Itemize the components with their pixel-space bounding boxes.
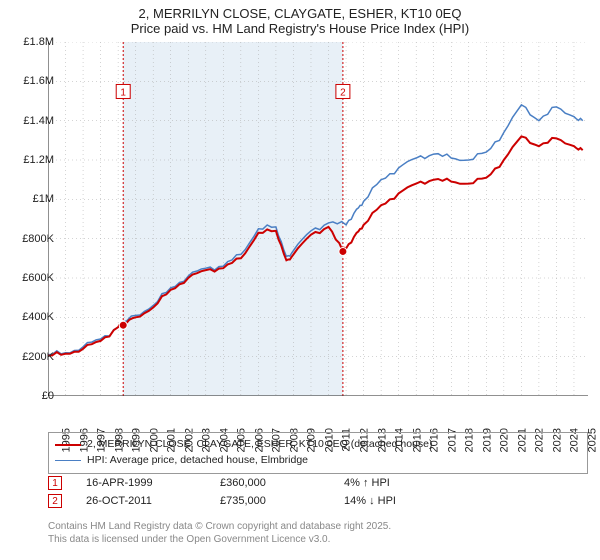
transaction-pct: 4% ↑ HPI — [344, 477, 484, 489]
transaction-marker-icon: 1 — [48, 476, 62, 490]
y-tick-label: £1.6M — [12, 75, 54, 87]
transaction-date: 16-APR-1999 — [86, 477, 196, 489]
legend-swatch — [55, 444, 81, 446]
legend-label: 2, MERRILYN CLOSE, CLAYGATE, ESHER, KT10… — [87, 437, 432, 453]
transaction-pct: 14% ↓ HPI — [344, 495, 484, 507]
title-line-2: Price paid vs. HM Land Registry's House … — [0, 21, 600, 36]
transaction-date: 26-OCT-2011 — [86, 495, 196, 507]
transaction-marker-icon: 2 — [48, 494, 62, 508]
legend-item: 2, MERRILYN CLOSE, CLAYGATE, ESHER, KT10… — [55, 437, 581, 453]
y-tick-label: £1M — [12, 193, 54, 205]
y-tick-label: £800K — [12, 233, 54, 245]
line-chart: 12 — [48, 42, 588, 396]
legend-label: HPI: Average price, detached house, Elmb… — [87, 453, 308, 469]
legend-item: HPI: Average price, detached house, Elmb… — [55, 453, 581, 469]
chart-area: 12 — [48, 42, 588, 396]
y-tick-label: £1.4M — [12, 115, 54, 127]
transactions-table: 1 16-APR-1999 £360,000 4% ↑ HPI 2 26-OCT… — [48, 474, 588, 510]
footnote-line-1: Contains HM Land Registry data © Crown c… — [48, 520, 588, 533]
footnote-line-2: This data is licensed under the Open Gov… — [48, 533, 588, 546]
y-tick-label: £400K — [12, 311, 54, 323]
transaction-price: £735,000 — [220, 495, 320, 507]
y-tick-label: £200K — [12, 351, 54, 363]
y-tick-label: £0 — [12, 390, 54, 402]
title-line-1: 2, MERRILYN CLOSE, CLAYGATE, ESHER, KT10… — [0, 6, 600, 21]
x-tick-label: 2025 — [586, 428, 598, 452]
y-tick-label: £1.8M — [12, 36, 54, 48]
transaction-price: £360,000 — [220, 477, 320, 489]
page: 2, MERRILYN CLOSE, CLAYGATE, ESHER, KT10… — [0, 0, 600, 560]
chart-title-block: 2, MERRILYN CLOSE, CLAYGATE, ESHER, KT10… — [0, 0, 600, 36]
footnote: Contains HM Land Registry data © Crown c… — [48, 520, 588, 546]
transaction-row: 1 16-APR-1999 £360,000 4% ↑ HPI — [48, 474, 588, 492]
transaction-row: 2 26-OCT-2011 £735,000 14% ↓ HPI — [48, 492, 588, 510]
y-tick-label: £600K — [12, 272, 54, 284]
y-tick-label: £1.2M — [12, 154, 54, 166]
svg-text:1: 1 — [120, 87, 126, 98]
svg-text:2: 2 — [340, 87, 346, 98]
legend-swatch — [55, 460, 81, 461]
legend: 2, MERRILYN CLOSE, CLAYGATE, ESHER, KT10… — [48, 432, 588, 474]
